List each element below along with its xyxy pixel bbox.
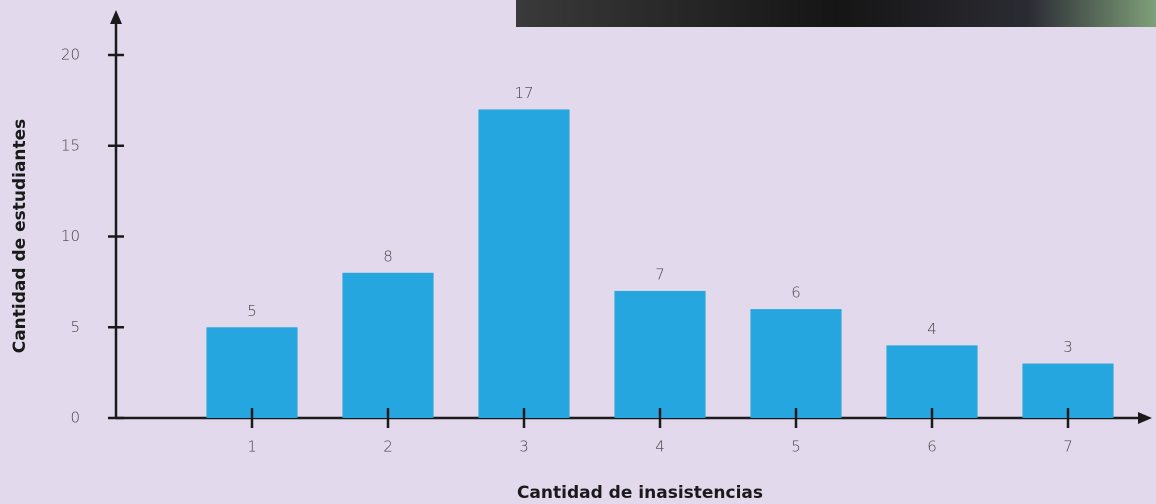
y-axis-label: Cantidad de estudiantes: [10, 119, 30, 354]
bar: [206, 327, 297, 418]
value-label: 4: [927, 320, 937, 338]
x-axis-label: Cantidad de inasistencias: [517, 483, 763, 503]
photo: [516, 0, 1156, 27]
y-tick-label: 10: [61, 227, 80, 245]
x-tick-label: 7: [1063, 438, 1073, 456]
value-label: 8: [383, 247, 393, 265]
x-tick-label: 6: [927, 438, 937, 456]
bar: [886, 345, 977, 418]
bar: [750, 309, 841, 418]
bar: [614, 291, 705, 418]
x-tick-label: 1: [247, 438, 257, 456]
chart: Cantidad de inasistencias Cantidad de es…: [0, 0, 1156, 504]
y-tick-label: 15: [61, 136, 80, 154]
y-tick-label: 0: [70, 409, 80, 427]
bar: [342, 273, 433, 418]
y-tick-label: 20: [61, 46, 80, 64]
value-label: 5: [247, 302, 257, 320]
x-tick-label: 2: [383, 438, 393, 456]
x-tick-label: 3: [519, 438, 529, 456]
value-label: 17: [514, 84, 533, 102]
y-tick-label: 5: [70, 318, 80, 336]
bar: [478, 109, 569, 418]
background: [0, 0, 1156, 504]
value-label: 3: [1063, 338, 1073, 356]
x-tick-label: 4: [655, 438, 665, 456]
value-label: 6: [791, 284, 801, 302]
x-tick-label: 5: [791, 438, 801, 456]
value-label: 7: [655, 265, 665, 283]
